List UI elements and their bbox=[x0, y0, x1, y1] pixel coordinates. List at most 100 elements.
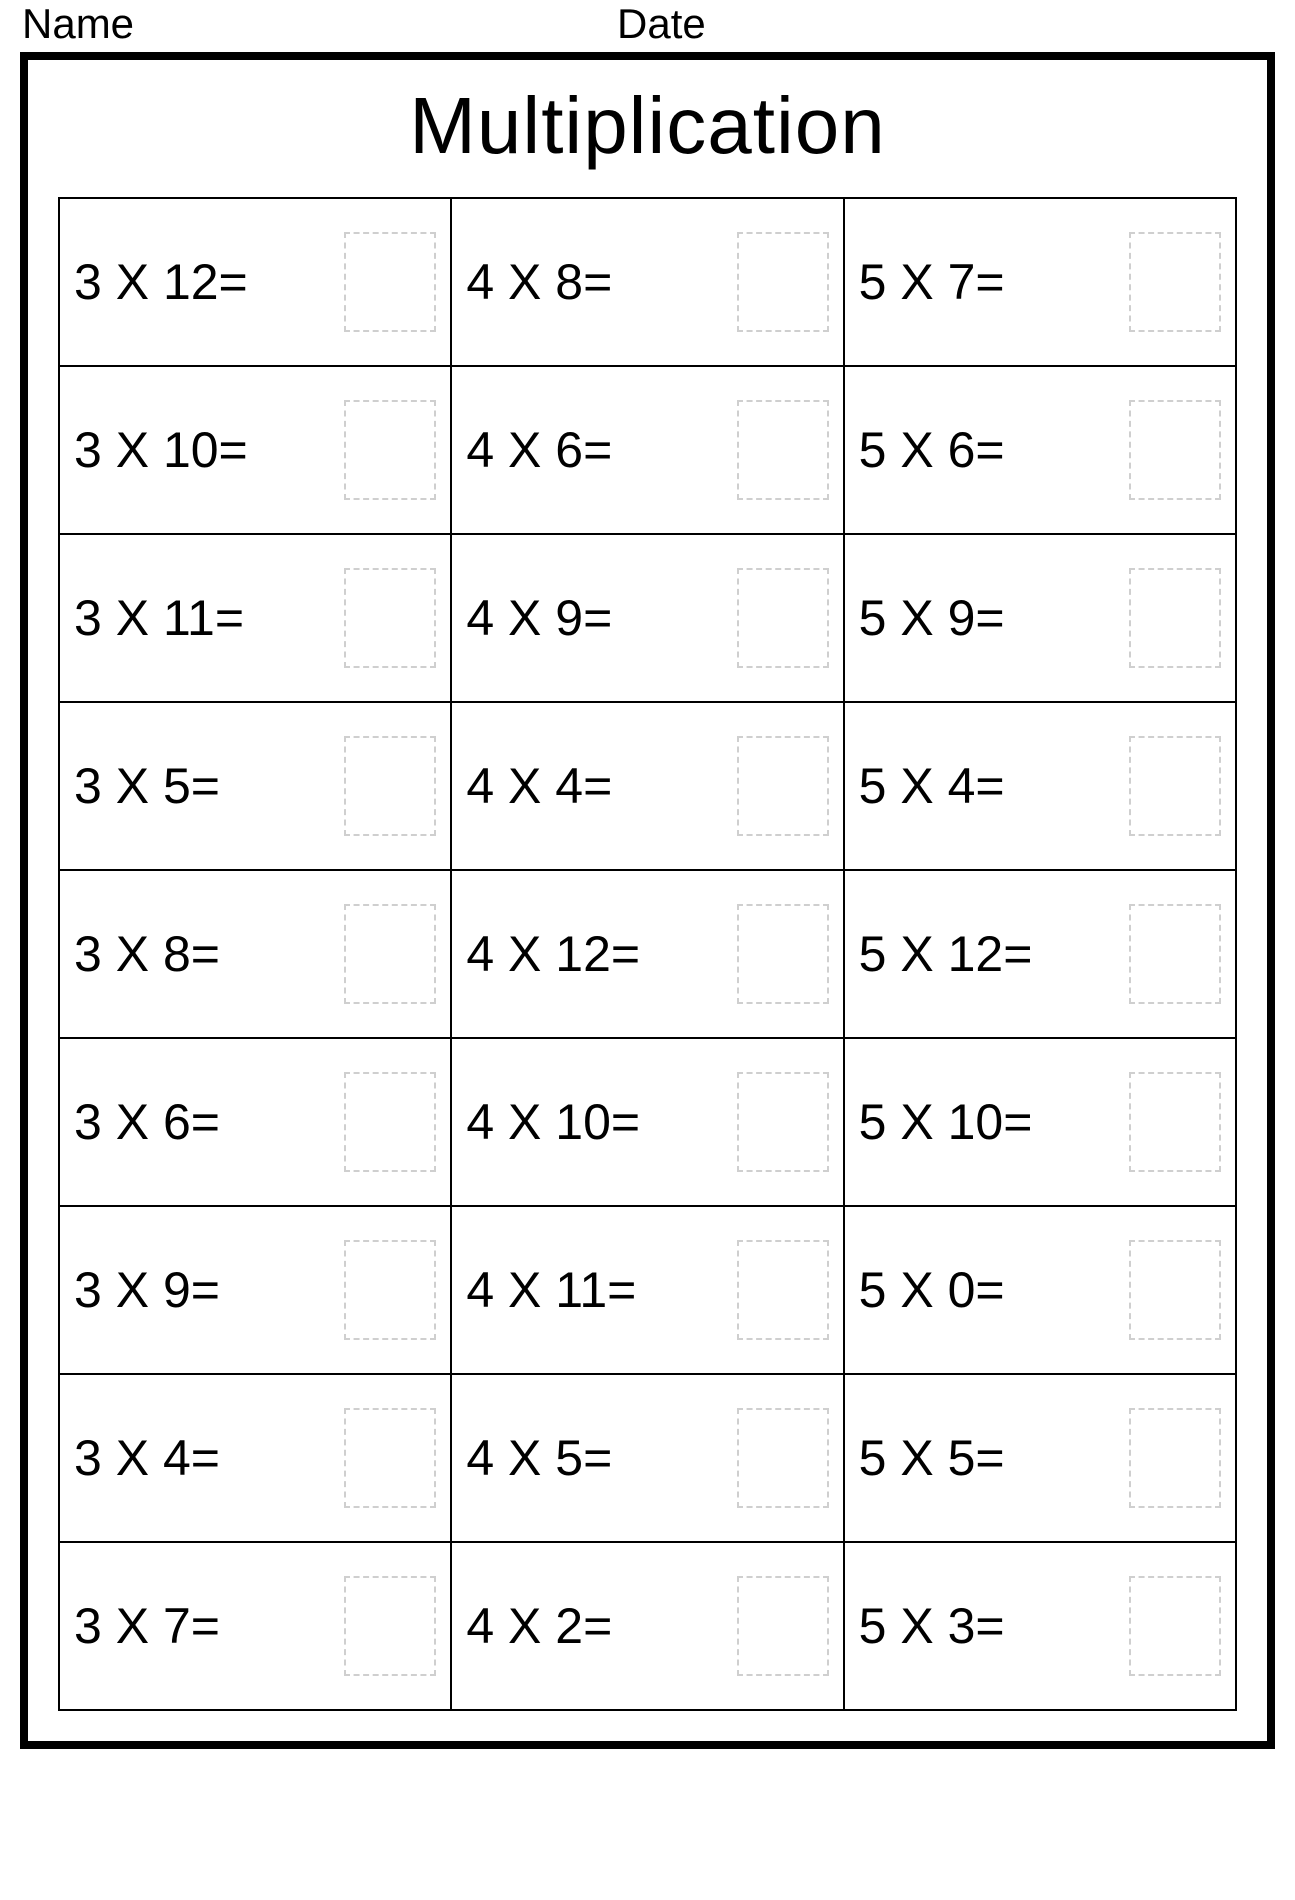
answer-box[interactable] bbox=[344, 568, 436, 668]
problem-cell-inner: 5 X 9= bbox=[859, 568, 1221, 668]
problem-cell-inner: 4 X 9= bbox=[466, 568, 828, 668]
answer-box[interactable] bbox=[737, 1072, 829, 1172]
answer-box[interactable] bbox=[1129, 904, 1221, 1004]
problem-cell: 3 X 5= bbox=[59, 702, 451, 870]
problem-cell: 5 X 7= bbox=[844, 198, 1236, 366]
answer-box[interactable] bbox=[1129, 1072, 1221, 1172]
problem-cell: 4 X 8= bbox=[451, 198, 843, 366]
problem-cell: 4 X 5= bbox=[451, 1374, 843, 1542]
problem-cell: 4 X 12= bbox=[451, 870, 843, 1038]
problem-cell-inner: 3 X 5= bbox=[74, 736, 436, 836]
problem-row: 3 X 5= 4 X 4= 5 X 4= bbox=[59, 702, 1236, 870]
answer-box[interactable] bbox=[737, 232, 829, 332]
answer-box[interactable] bbox=[1129, 232, 1221, 332]
problem-text: 4 X 4= bbox=[466, 757, 612, 815]
worksheet-title: Multiplication bbox=[58, 80, 1237, 172]
name-label: Name bbox=[22, 0, 617, 48]
problem-cell-inner: 4 X 2= bbox=[466, 1576, 828, 1676]
problem-cell: 3 X 8= bbox=[59, 870, 451, 1038]
problem-text: 5 X 6= bbox=[859, 421, 1005, 479]
problem-cell-inner: 5 X 3= bbox=[859, 1576, 1221, 1676]
problem-cell: 3 X 9= bbox=[59, 1206, 451, 1374]
problem-cell-inner: 4 X 10= bbox=[466, 1072, 828, 1172]
problem-text: 5 X 5= bbox=[859, 1429, 1005, 1487]
problem-text: 3 X 8= bbox=[74, 925, 220, 983]
problem-cell-inner: 5 X 6= bbox=[859, 400, 1221, 500]
answer-box[interactable] bbox=[737, 400, 829, 500]
problem-text: 3 X 9= bbox=[74, 1261, 220, 1319]
problem-cell-inner: 3 X 12= bbox=[74, 232, 436, 332]
problem-text: 4 X 12= bbox=[466, 925, 640, 983]
problem-cell-inner: 5 X 0= bbox=[859, 1240, 1221, 1340]
answer-box[interactable] bbox=[344, 232, 436, 332]
answer-box[interactable] bbox=[1129, 400, 1221, 500]
problem-text: 4 X 10= bbox=[466, 1093, 640, 1151]
answer-box[interactable] bbox=[737, 1240, 829, 1340]
problem-cell-inner: 3 X 7= bbox=[74, 1576, 436, 1676]
answer-box[interactable] bbox=[1129, 1240, 1221, 1340]
problem-text: 3 X 5= bbox=[74, 757, 220, 815]
problem-cell-inner: 4 X 8= bbox=[466, 232, 828, 332]
problem-text: 4 X 11= bbox=[466, 1261, 636, 1319]
answer-box[interactable] bbox=[1129, 1408, 1221, 1508]
answer-box[interactable] bbox=[737, 1408, 829, 1508]
date-label: Date bbox=[617, 0, 1273, 48]
problem-cell-inner: 5 X 10= bbox=[859, 1072, 1221, 1172]
answer-box[interactable] bbox=[737, 904, 829, 1004]
problem-cell: 4 X 2= bbox=[451, 1542, 843, 1710]
problem-text: 5 X 9= bbox=[859, 589, 1005, 647]
problem-text: 4 X 6= bbox=[466, 421, 612, 479]
problem-text: 5 X 0= bbox=[859, 1261, 1005, 1319]
answer-box[interactable] bbox=[1129, 736, 1221, 836]
problem-cell-inner: 5 X 12= bbox=[859, 904, 1221, 1004]
problem-cell: 4 X 9= bbox=[451, 534, 843, 702]
problem-text: 4 X 9= bbox=[466, 589, 612, 647]
problem-cell: 4 X 11= bbox=[451, 1206, 843, 1374]
answer-box[interactable] bbox=[344, 1576, 436, 1676]
problem-text: 5 X 4= bbox=[859, 757, 1005, 815]
problem-text: 5 X 7= bbox=[859, 253, 1005, 311]
problem-text: 5 X 3= bbox=[859, 1597, 1005, 1655]
answer-box[interactable] bbox=[344, 1240, 436, 1340]
answer-box[interactable] bbox=[1129, 1576, 1221, 1676]
problem-cell-inner: 5 X 7= bbox=[859, 232, 1221, 332]
problem-cell: 4 X 4= bbox=[451, 702, 843, 870]
problem-row: 3 X 6= 4 X 10= 5 X 10= bbox=[59, 1038, 1236, 1206]
problem-cell-inner: 3 X 10= bbox=[74, 400, 436, 500]
answer-box[interactable] bbox=[737, 1576, 829, 1676]
worksheet-page: Name Date Multiplication 3 X 12= 4 X 8= 5 … bbox=[0, 0, 1295, 1789]
problem-row: 3 X 12= 4 X 8= 5 X 7= bbox=[59, 198, 1236, 366]
problem-cell-inner: 4 X 6= bbox=[466, 400, 828, 500]
problem-text: 5 X 10= bbox=[859, 1093, 1033, 1151]
answer-box[interactable] bbox=[344, 1072, 436, 1172]
problem-cell: 5 X 5= bbox=[844, 1374, 1236, 1542]
problem-cell: 5 X 3= bbox=[844, 1542, 1236, 1710]
problem-text: 3 X 10= bbox=[74, 421, 248, 479]
problem-cell: 3 X 12= bbox=[59, 198, 451, 366]
answer-box[interactable] bbox=[344, 736, 436, 836]
problem-cell-inner: 3 X 11= bbox=[74, 568, 436, 668]
answer-box[interactable] bbox=[737, 736, 829, 836]
problem-cell: 5 X 10= bbox=[844, 1038, 1236, 1206]
answer-box[interactable] bbox=[344, 904, 436, 1004]
problem-cell: 3 X 7= bbox=[59, 1542, 451, 1710]
problem-row: 3 X 4= 4 X 5= 5 X 5= bbox=[59, 1374, 1236, 1542]
problem-cell-inner: 3 X 4= bbox=[74, 1408, 436, 1508]
answer-box[interactable] bbox=[1129, 568, 1221, 668]
problem-text: 3 X 7= bbox=[74, 1597, 220, 1655]
problem-cell: 5 X 0= bbox=[844, 1206, 1236, 1374]
problem-cell: 4 X 10= bbox=[451, 1038, 843, 1206]
problem-cell-inner: 4 X 12= bbox=[466, 904, 828, 1004]
answer-box[interactable] bbox=[344, 1408, 436, 1508]
problem-text: 3 X 6= bbox=[74, 1093, 220, 1151]
answer-box[interactable] bbox=[344, 400, 436, 500]
problem-cell: 3 X 10= bbox=[59, 366, 451, 534]
answer-box[interactable] bbox=[737, 568, 829, 668]
problem-row: 3 X 8= 4 X 12= 5 X 12= bbox=[59, 870, 1236, 1038]
problem-cell-inner: 4 X 5= bbox=[466, 1408, 828, 1508]
problem-cell-inner: 3 X 8= bbox=[74, 904, 436, 1004]
problem-row: 3 X 7= 4 X 2= 5 X 3= bbox=[59, 1542, 1236, 1710]
problem-row: 3 X 9= 4 X 11= 5 X 0= bbox=[59, 1206, 1236, 1374]
problem-cell-inner: 3 X 9= bbox=[74, 1240, 436, 1340]
problem-text: 5 X 12= bbox=[859, 925, 1033, 983]
